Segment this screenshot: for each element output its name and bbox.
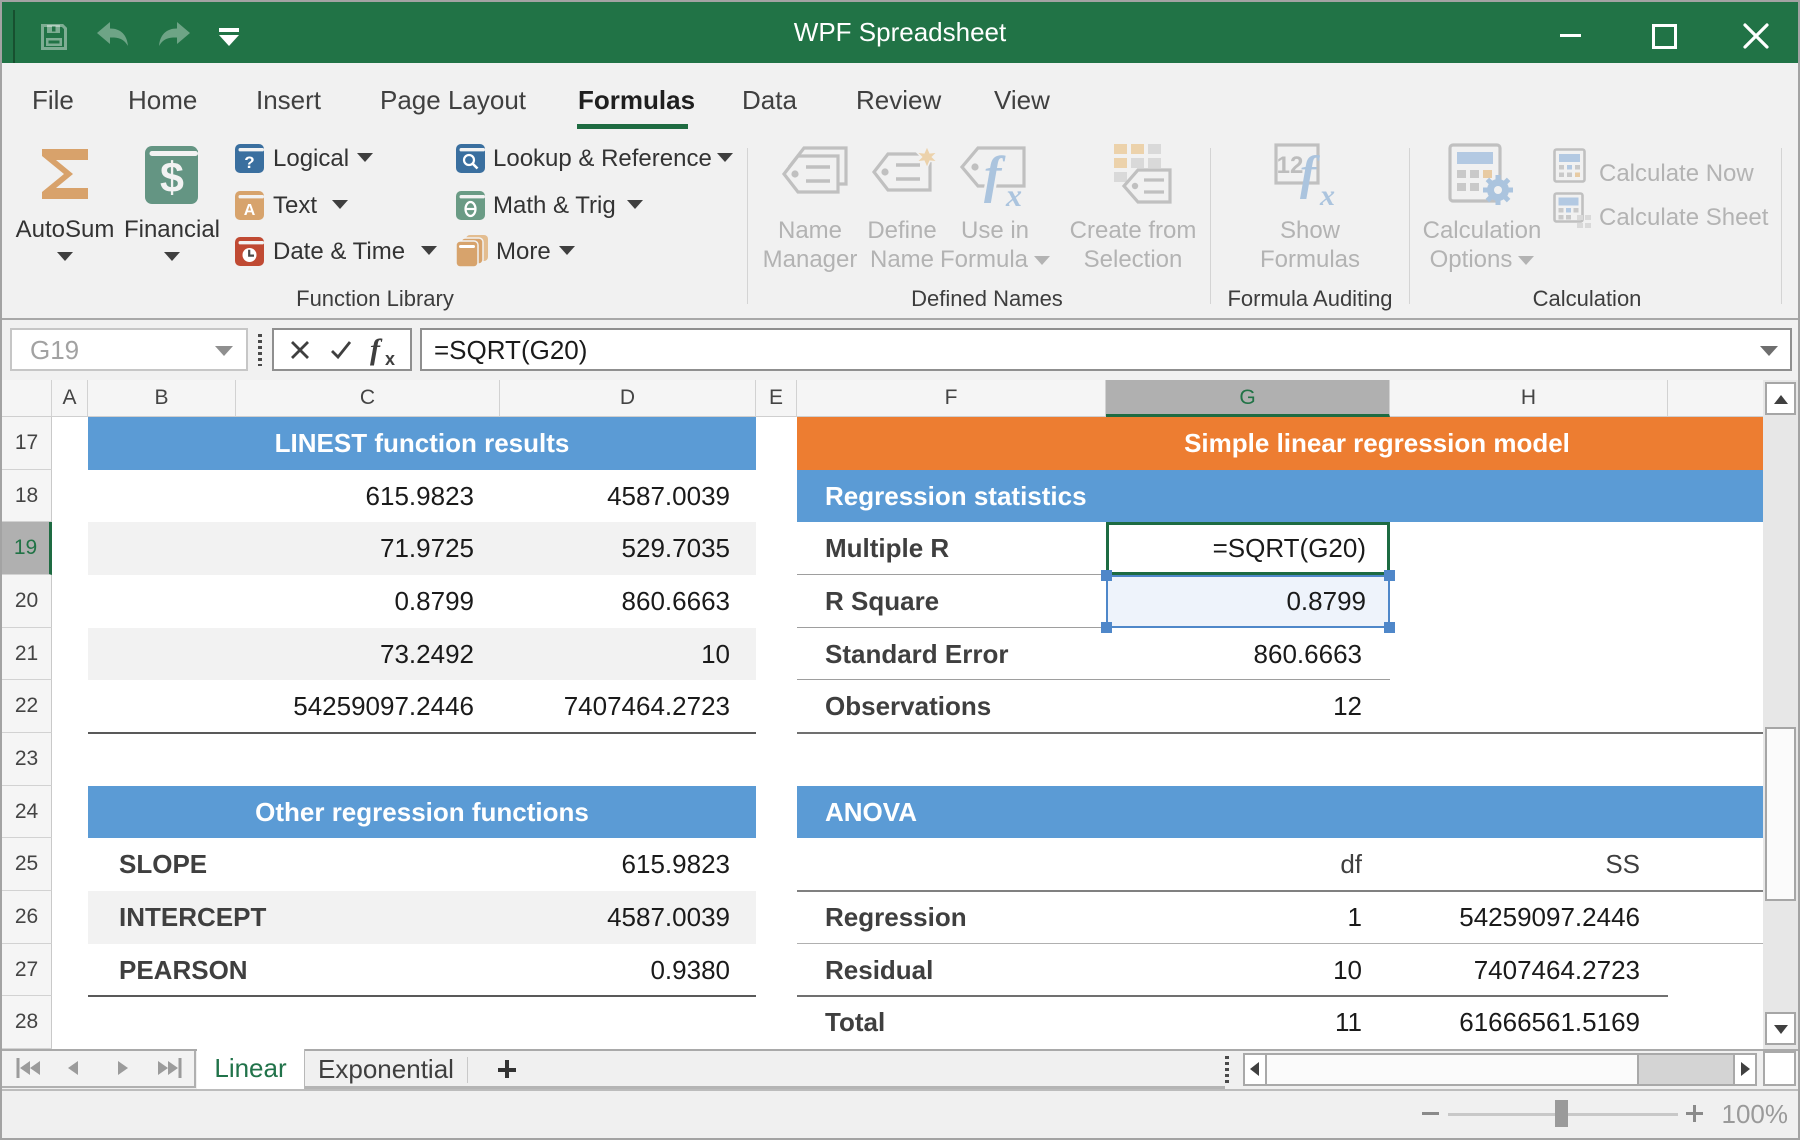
svg-text:?: ? [244, 153, 254, 172]
svg-text:x: x [385, 349, 395, 368]
svg-text:12: 12 [1277, 152, 1304, 179]
svg-text:A: A [244, 202, 256, 219]
svg-text:f: f [984, 147, 1006, 204]
svg-text:x: x [1319, 179, 1335, 209]
svg-text:$: $ [160, 154, 184, 202]
svg-text:f: f [1300, 147, 1320, 200]
svg-text:x: x [1005, 177, 1022, 208]
svg-text:f: f [370, 333, 383, 366]
